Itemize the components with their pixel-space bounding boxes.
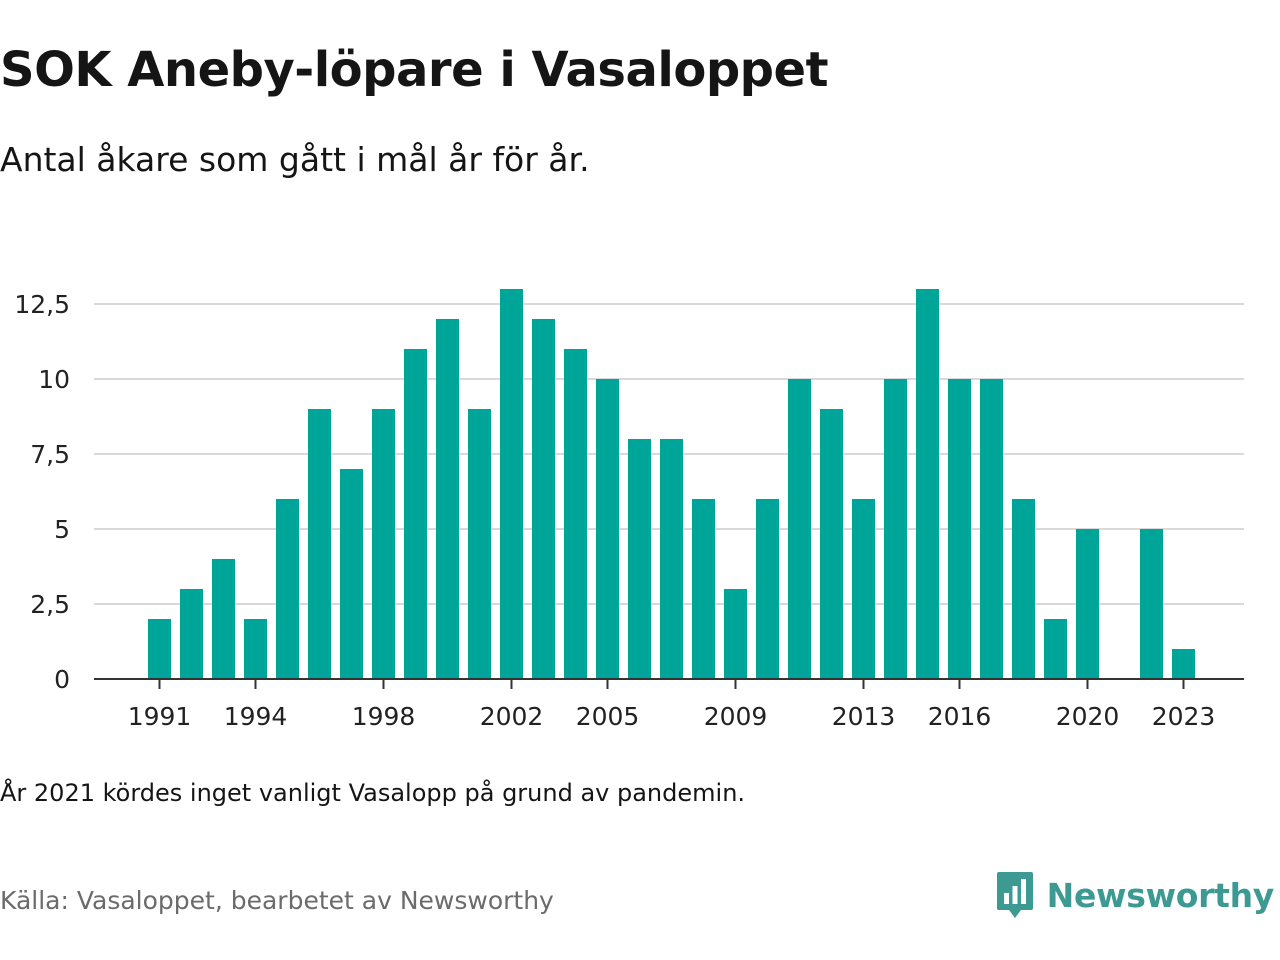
page-title: SOK Aneby-löpare i Vasaloppet bbox=[0, 42, 829, 98]
x-tick-labels: 1991 1994 1998 2002 2005 2009 2013 2016 2020 2023 bbox=[128, 702, 1216, 731]
bar-1993 bbox=[212, 559, 235, 679]
x-tick-label: 1994 bbox=[224, 702, 288, 731]
bar-2008 bbox=[692, 499, 715, 679]
chart-note: År 2021 kördes inget vanligt Vasalopp på… bbox=[0, 779, 746, 807]
bar-2004 bbox=[564, 349, 587, 679]
y-tick-label: 12,5 bbox=[14, 290, 70, 319]
bar-2015 bbox=[916, 289, 939, 679]
bar-2023 bbox=[1172, 649, 1195, 679]
newsworthy-logo-icon bbox=[996, 872, 1033, 918]
bar-2011 bbox=[788, 379, 811, 679]
bar-1998 bbox=[372, 409, 395, 679]
brand-logo: Newsworthy bbox=[995, 870, 1274, 920]
x-tick-label: 2005 bbox=[576, 702, 640, 731]
bar-2022 bbox=[1140, 529, 1163, 679]
bar-2006 bbox=[628, 439, 651, 679]
y-tick-labels: 0 2,5 5 7,5 10 12,5 bbox=[14, 290, 70, 694]
bar-2016 bbox=[948, 379, 971, 679]
bar-2005 bbox=[596, 379, 619, 679]
y-tick-label: 10 bbox=[38, 365, 70, 394]
bar-1991 bbox=[148, 619, 171, 679]
bar-2018 bbox=[1012, 499, 1035, 679]
bar-2000 bbox=[436, 319, 459, 679]
x-tick-label: 1998 bbox=[352, 702, 416, 731]
bar-1994 bbox=[244, 619, 267, 679]
bar-2001 bbox=[468, 409, 491, 679]
bar-1997 bbox=[340, 469, 363, 679]
bars bbox=[148, 289, 1195, 679]
y-tick-label: 2,5 bbox=[30, 590, 70, 619]
bar-2014 bbox=[884, 379, 907, 679]
source-credit: Källa: Vasaloppet, bearbetet av Newswort… bbox=[0, 886, 554, 915]
x-tick-label: 2013 bbox=[832, 702, 896, 731]
bar-2002 bbox=[500, 289, 523, 679]
bar-2012 bbox=[820, 409, 843, 679]
x-tick-label: 2002 bbox=[480, 702, 544, 731]
bar-2010 bbox=[756, 499, 779, 679]
y-tick-label: 0 bbox=[54, 665, 70, 694]
bar-2009 bbox=[724, 589, 747, 679]
bar-1995 bbox=[276, 499, 299, 679]
bar-1996 bbox=[308, 409, 331, 679]
bar-2019 bbox=[1044, 619, 1067, 679]
bar-2020 bbox=[1076, 529, 1099, 679]
bar-2007 bbox=[660, 439, 683, 679]
bar-1992 bbox=[180, 589, 203, 679]
y-tick-label: 7,5 bbox=[30, 440, 70, 469]
x-tick-label: 2009 bbox=[704, 702, 768, 731]
bar-1999 bbox=[404, 349, 427, 679]
x-axis bbox=[94, 678, 1244, 689]
x-tick-label: 2023 bbox=[1152, 702, 1216, 731]
bar-2003 bbox=[532, 319, 555, 679]
bar-2017 bbox=[980, 379, 1003, 679]
x-tick-label: 2016 bbox=[928, 702, 992, 731]
x-tick-label: 2020 bbox=[1056, 702, 1120, 731]
x-tick-label: 1991 bbox=[128, 702, 192, 731]
y-tick-label: 5 bbox=[54, 515, 70, 544]
brand-name: Newsworthy bbox=[1046, 875, 1275, 915]
bar-2013 bbox=[852, 499, 875, 679]
page-subtitle: Antal åkare som gått i mål år för år. bbox=[0, 140, 590, 179]
bar-chart: 0 2,5 5 7,5 10 12,5 1991 1994 1998 2002 2005 2009 2… bbox=[14, 289, 1244, 731]
